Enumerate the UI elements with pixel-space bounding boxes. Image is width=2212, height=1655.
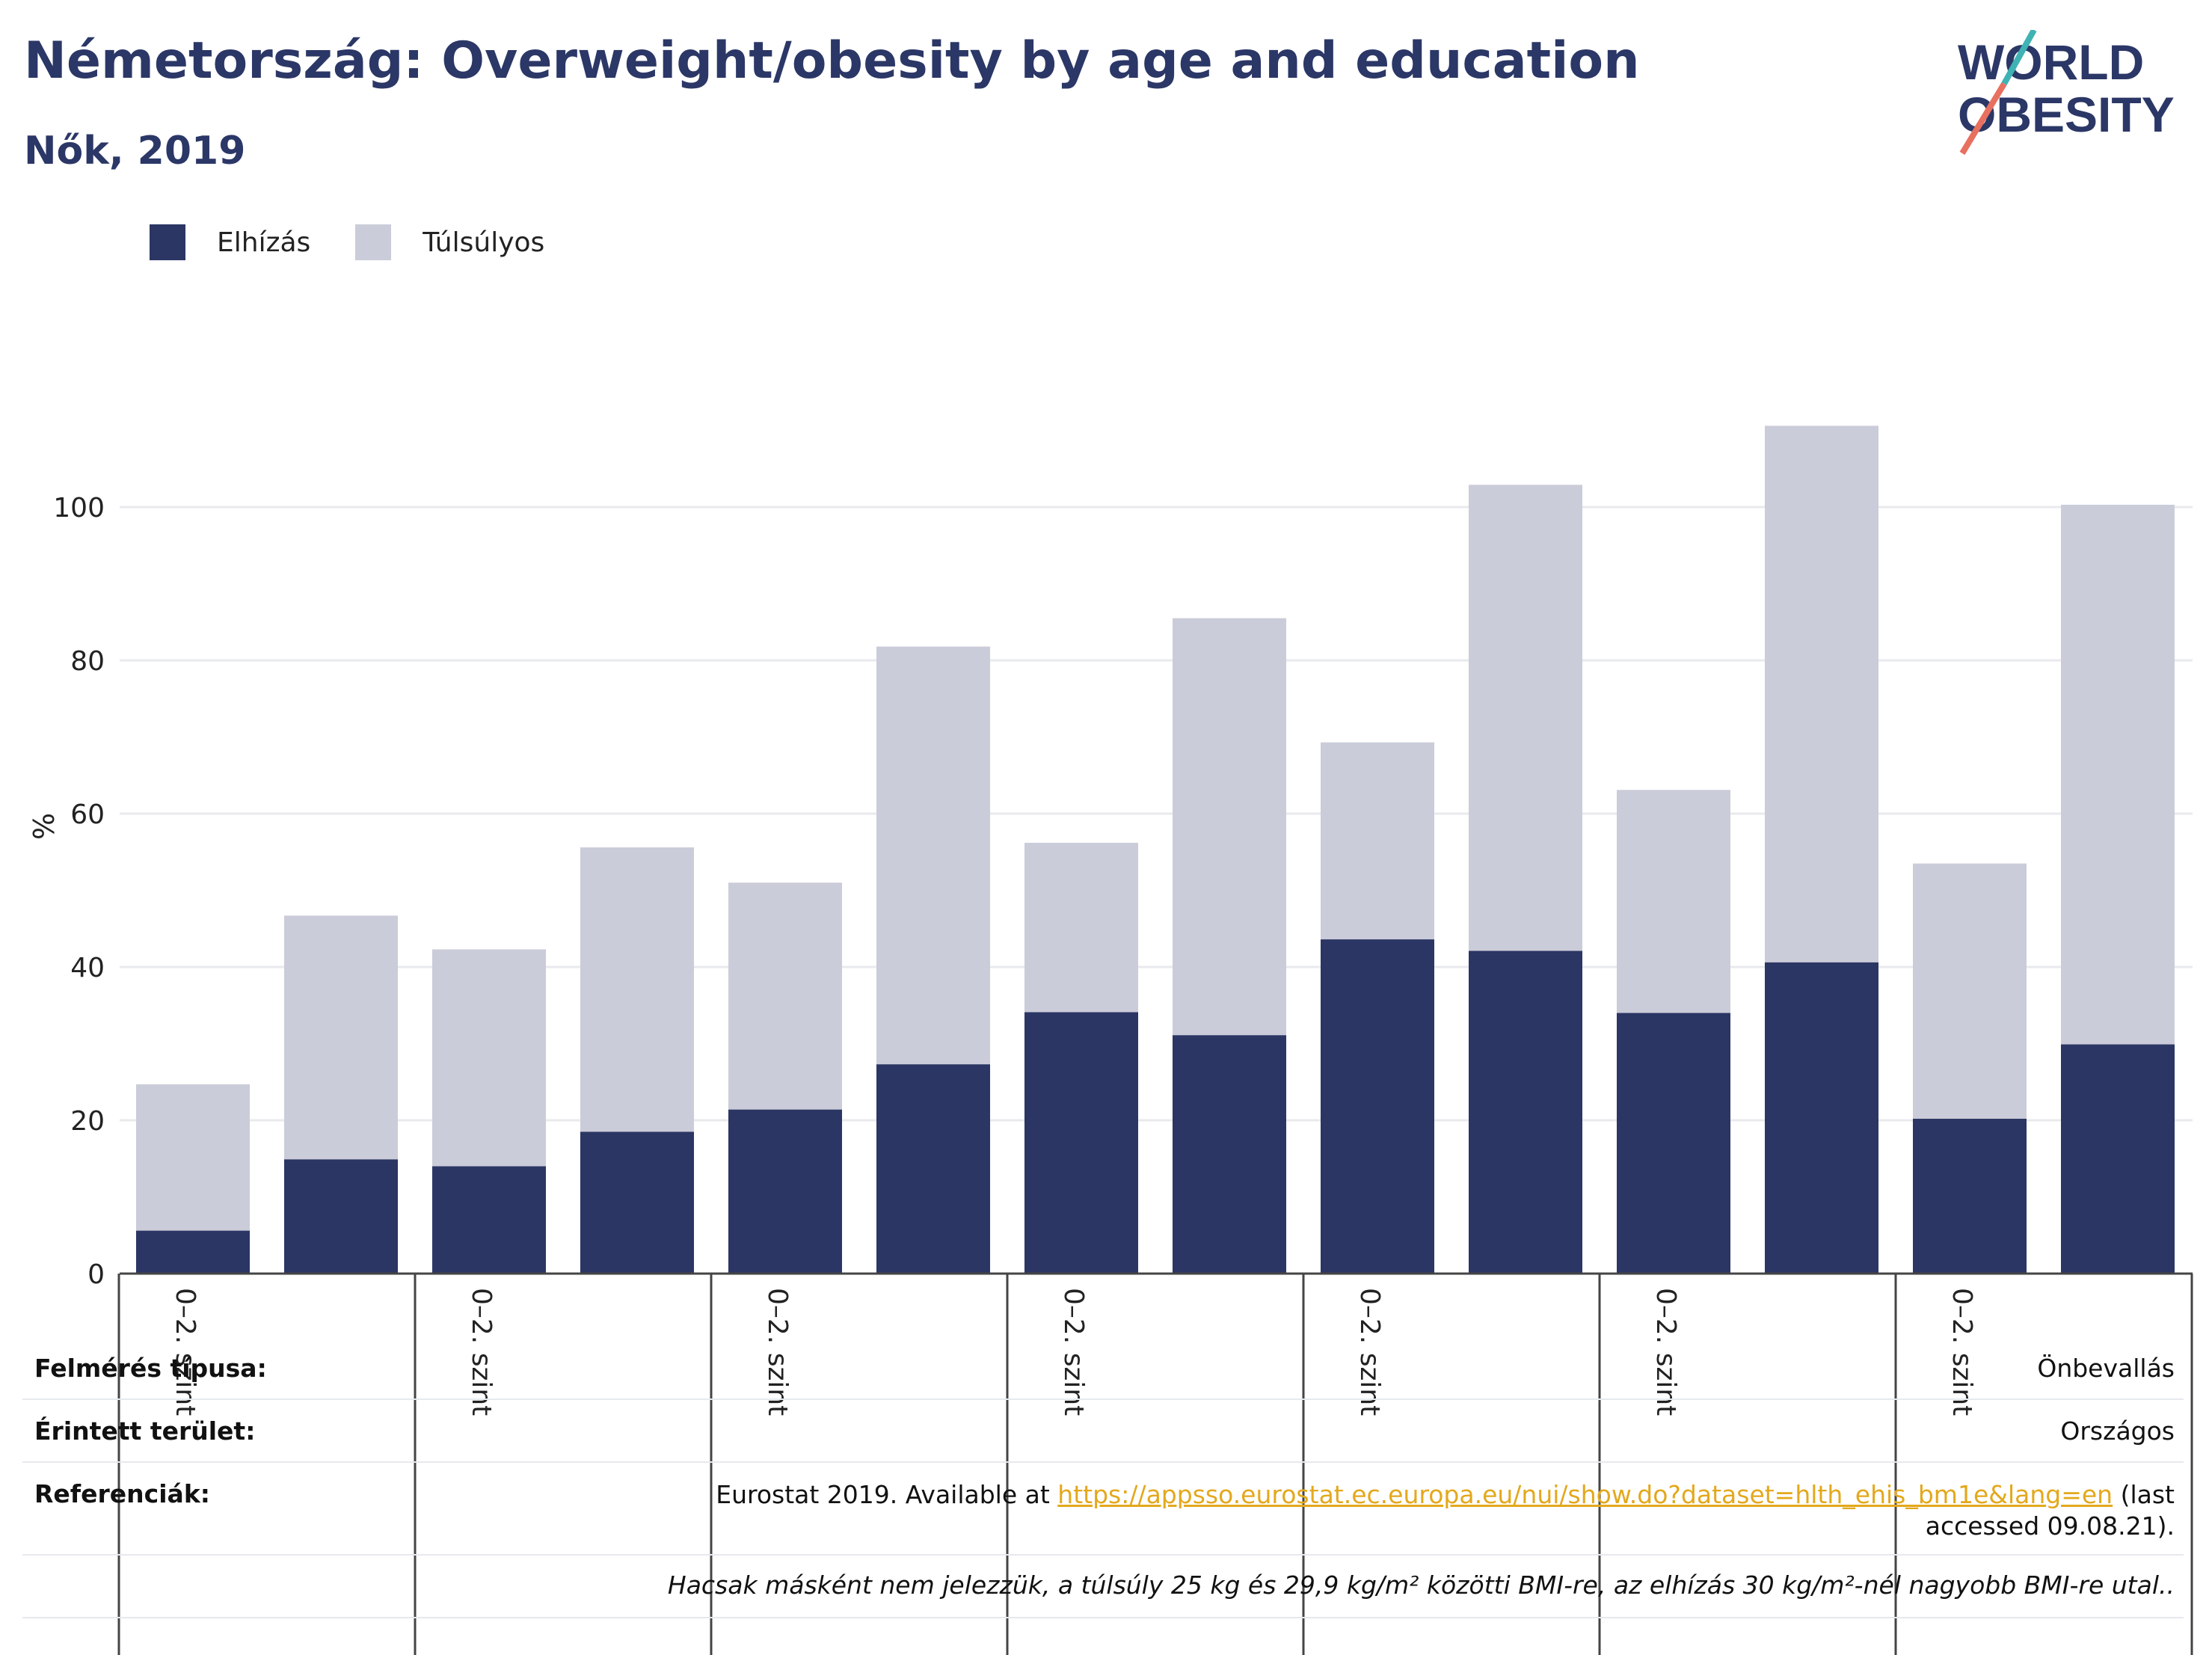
page-subtitle: Nők, 2019 bbox=[24, 129, 246, 174]
logo-line1: WORLD bbox=[1958, 34, 2144, 90]
bar-obesity bbox=[432, 1166, 546, 1274]
bar-obesity bbox=[1913, 1118, 2027, 1274]
gridlines bbox=[120, 506, 2193, 1122]
bar-overweight bbox=[1765, 426, 1878, 962]
survey-label: Felmérés típusa: bbox=[34, 1354, 267, 1383]
bar-obesity bbox=[1765, 962, 1878, 1274]
bar-overweight bbox=[284, 915, 398, 1160]
bar-obesity bbox=[1617, 1013, 1730, 1274]
legend-swatch-tulsulyos bbox=[355, 224, 392, 260]
logo-coral-stroke bbox=[1959, 82, 2007, 156]
y-tick-label: 80 bbox=[70, 646, 105, 677]
y-tick-label: 100 bbox=[53, 493, 105, 523]
legend-label-elhizas: Elhízás bbox=[217, 227, 311, 258]
y-tick-label: 20 bbox=[70, 1106, 105, 1137]
page-title: Németország: Overweight/obesity by age a… bbox=[24, 31, 1640, 90]
legend-label-tulsulyos: Túlsúlyos bbox=[423, 227, 545, 258]
bar-overweight bbox=[136, 1084, 250, 1231]
bar-obesity bbox=[1321, 939, 1434, 1274]
refs-value: Eurostat 2019. Available at https://apps… bbox=[22, 1463, 2184, 1542]
area-value: Országos bbox=[2060, 1416, 2175, 1446]
bar-overweight bbox=[2061, 504, 2175, 1045]
axes: 0 20 40 60 80 100% 0–2. szint 0–2. szint 0–2. sz… bbox=[28, 493, 2193, 1655]
refs-label: Referenciák: bbox=[34, 1479, 210, 1508]
bar-obesity bbox=[284, 1159, 398, 1274]
footer-row-refs: Referenciák: Eurostat 2019. Available at… bbox=[22, 1463, 2184, 1556]
bar-overweight bbox=[1913, 863, 2027, 1119]
bar-obesity bbox=[136, 1230, 250, 1274]
y-tick-label: 40 bbox=[70, 953, 105, 983]
chart-footer: Felmérés típusa: Önbevallás Érintett ter… bbox=[22, 1337, 2184, 1618]
x-group-label: 0–2. szint bbox=[1947, 1288, 1977, 1416]
bars bbox=[136, 426, 2175, 1274]
footer-row-note: Hacsak másként nem jelezzük, a túlsúly 2… bbox=[22, 1556, 2184, 1618]
bar-obesity bbox=[580, 1132, 694, 1274]
footer-row-area: Érintett terület: Országos bbox=[22, 1400, 2184, 1463]
bar-overweight bbox=[1173, 618, 1286, 1036]
bar-overweight bbox=[876, 646, 990, 1065]
refs-link[interactable]: https://appsso.eurostat.ec.europa.eu/nui… bbox=[1057, 1480, 2113, 1509]
y-axis-label: % bbox=[28, 813, 61, 840]
x-group-label: 0–2. szint bbox=[170, 1288, 200, 1416]
x-group-label: 0–2. szint bbox=[762, 1288, 793, 1416]
bar-obesity bbox=[2061, 1044, 2175, 1274]
bar-overweight bbox=[432, 949, 546, 1167]
refs-prefix: Eurostat 2019. Available at bbox=[716, 1480, 1058, 1509]
y-tick-label: 0 bbox=[87, 1259, 105, 1290]
bar-obesity bbox=[1469, 951, 1582, 1274]
survey-value: Önbevallás bbox=[2037, 1354, 2175, 1383]
footer-row-survey: Felmérés típusa: Önbevallás bbox=[22, 1337, 2184, 1400]
legend-swatch-elhizas bbox=[150, 224, 185, 260]
refs-suffix: (last accessed 09.08.21). bbox=[1925, 1480, 2175, 1541]
chart-legend: Elhízás Túlsúlyos bbox=[150, 221, 589, 263]
bar-overweight bbox=[1321, 742, 1434, 940]
bar-overweight bbox=[1024, 842, 1138, 1013]
logo-teal-stroke bbox=[2001, 30, 2037, 85]
bar-overweight bbox=[580, 847, 694, 1132]
legend-item-tulsulyos[interactable]: Túlsúlyos bbox=[355, 224, 544, 260]
bar-overweight bbox=[1617, 790, 1730, 1013]
x-group-label: 0–2. szint bbox=[1650, 1288, 1681, 1416]
x-group-label: 0–2. szint bbox=[1354, 1288, 1385, 1416]
x-group-label: 0–2. szint bbox=[1058, 1288, 1089, 1416]
legend-item-elhizas[interactable]: Elhízás bbox=[150, 224, 310, 260]
bar-obesity bbox=[876, 1064, 990, 1274]
world-obesity-logo: WORLD OBESITY bbox=[1958, 30, 2175, 156]
bar-overweight bbox=[1469, 485, 1582, 951]
area-label: Érintett terület: bbox=[34, 1416, 256, 1446]
bar-overweight bbox=[728, 882, 842, 1110]
y-tick-label: 60 bbox=[70, 799, 105, 830]
x-group-label: 0–2. szint bbox=[466, 1288, 497, 1416]
definition-note: Hacsak másként nem jelezzük, a túlsúly 2… bbox=[667, 1570, 2175, 1600]
bar-obesity bbox=[1024, 1012, 1138, 1274]
bar-obesity bbox=[728, 1109, 842, 1274]
bar-obesity bbox=[1173, 1035, 1286, 1274]
